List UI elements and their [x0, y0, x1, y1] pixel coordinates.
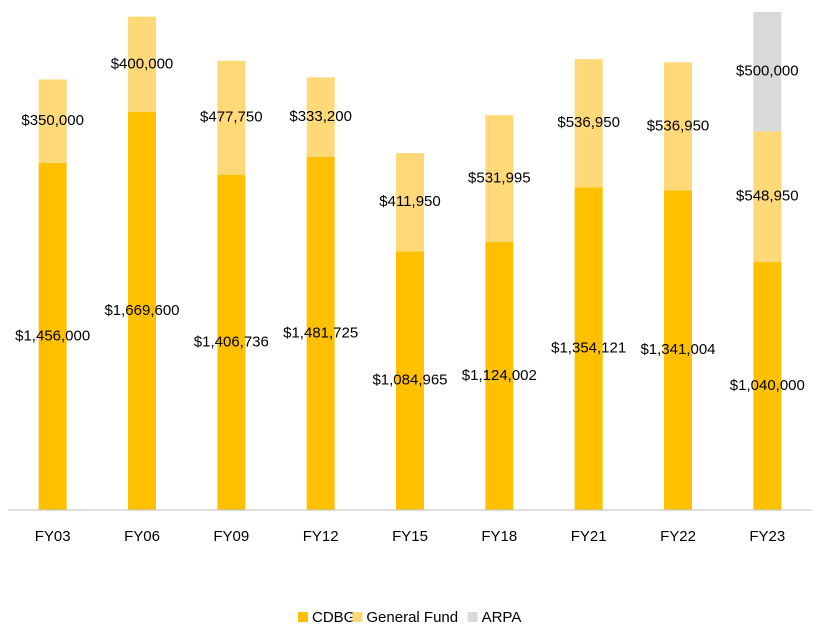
data-label: $1,669,600 — [104, 302, 179, 319]
bar-segment — [217, 60, 246, 175]
bar-segment — [574, 187, 603, 511]
bar-segment — [753, 12, 782, 132]
data-label: $536,950 — [647, 117, 710, 134]
legend-label: General Fund — [366, 609, 458, 626]
data-label: $411,950 — [379, 193, 440, 210]
bar-segment — [217, 174, 246, 510]
bar-segment — [664, 62, 692, 191]
bar-segment — [128, 111, 156, 511]
data-label: $477,750 — [200, 109, 263, 126]
legend-swatch — [467, 612, 478, 622]
x-tick-label: FY22 — [660, 528, 696, 545]
x-tick-label: FY06 — [124, 528, 160, 545]
bar-segment — [306, 156, 335, 510]
data-label: $1,406,736 — [194, 333, 269, 350]
data-label: $500,000 — [736, 63, 799, 80]
data-label: $548,950 — [736, 188, 799, 205]
data-label: $333,200 — [289, 108, 352, 125]
bar-segment — [485, 242, 514, 510]
x-tick-label: FY23 — [749, 528, 785, 545]
x-tick-label: FY18 — [481, 528, 517, 545]
data-label: $1,084,965 — [372, 372, 447, 389]
data-label: $400,000 — [111, 55, 174, 72]
data-label: $531,995 — [468, 170, 531, 187]
data-label: $1,481,725 — [283, 324, 358, 341]
x-tick-label: FY21 — [571, 528, 607, 545]
bar-segment — [485, 115, 514, 243]
data-label: $1,456,000 — [15, 327, 90, 344]
bar-segment — [396, 153, 424, 252]
bar-segment — [753, 262, 782, 510]
legend-label: CDBG — [312, 609, 355, 626]
data-label: $1,124,002 — [462, 367, 537, 384]
bar-segment — [396, 251, 424, 510]
x-tick-label: FY03 — [35, 528, 71, 545]
bar-segment — [574, 59, 603, 188]
x-tick-label: FY12 — [303, 528, 339, 545]
data-label: $1,040,000 — [730, 377, 805, 394]
bar-segment — [38, 79, 67, 163]
legend-swatch — [352, 612, 363, 622]
data-label: $1,341,004 — [640, 341, 715, 358]
data-label: $536,950 — [557, 114, 620, 131]
bar-segment — [306, 77, 335, 157]
bar-segment — [38, 162, 67, 510]
bar-segment — [753, 131, 782, 263]
data-label: $1,354,121 — [551, 340, 626, 357]
x-tick-label: FY15 — [392, 528, 428, 545]
data-label: $350,000 — [21, 112, 84, 129]
x-tick-label: FY09 — [213, 528, 249, 545]
bar-segment — [128, 16, 156, 112]
bar-segment — [664, 190, 692, 510]
legend-label: ARPA — [482, 609, 522, 626]
legend-swatch — [298, 612, 308, 622]
